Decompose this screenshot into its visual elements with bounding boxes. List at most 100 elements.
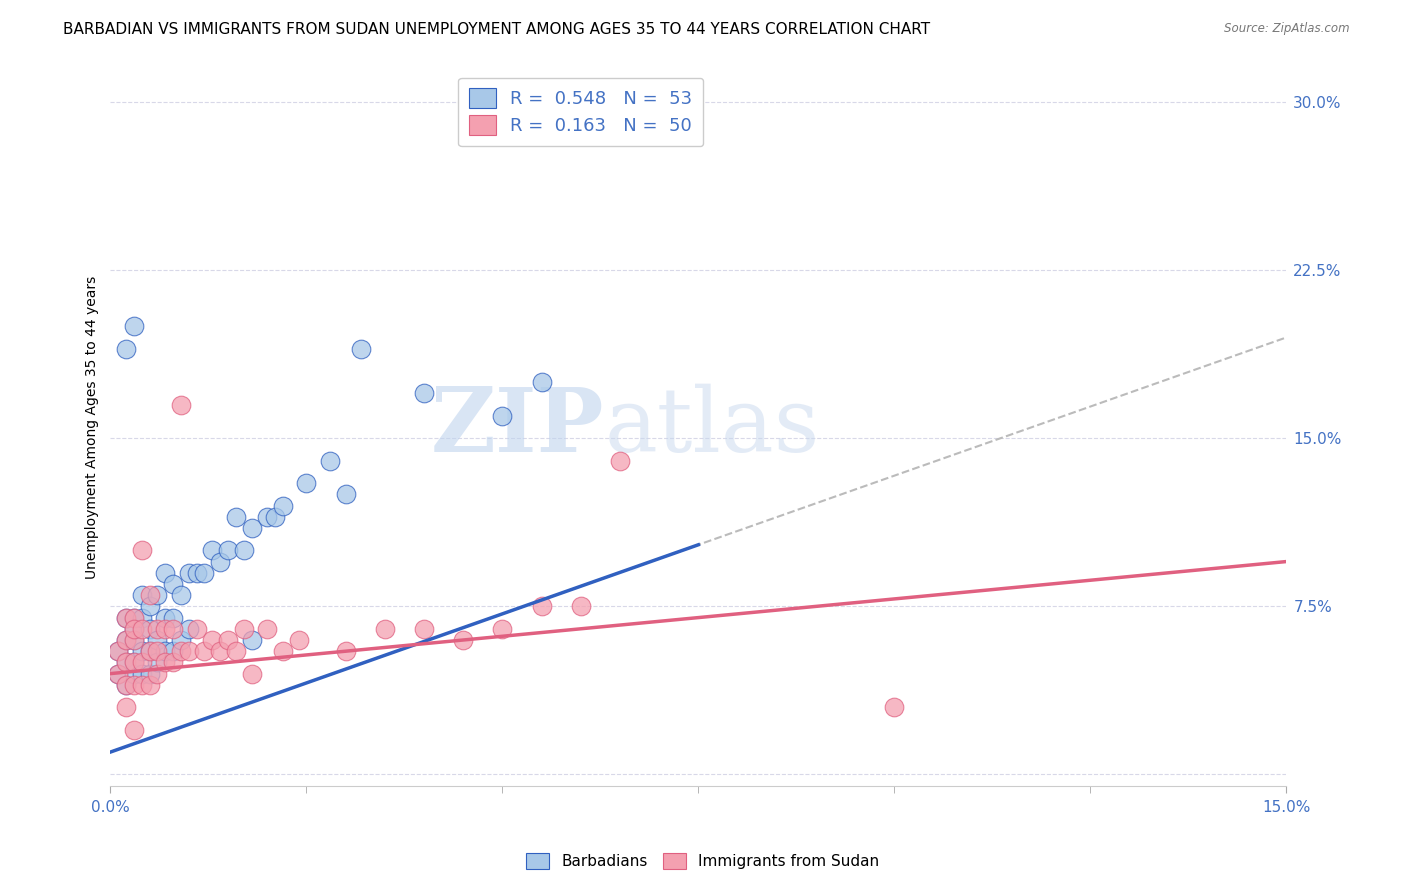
Point [122,622,145,636]
Point [155,656,177,670]
Point [193,566,215,580]
Point [609,453,631,467]
Point [271,644,294,658]
Point [131,678,153,692]
Point [170,644,193,658]
Text: Source: ZipAtlas.com: Source: ZipAtlas.com [1225,22,1350,36]
Point [335,644,357,658]
Point [131,644,153,658]
Point [264,509,287,524]
Point [138,588,160,602]
Point [146,644,169,658]
Point [138,644,160,658]
Point [131,656,153,670]
Point [138,599,160,614]
Text: BARBADIAN VS IMMIGRANTS FROM SUDAN UNEMPLOYMENT AMONG AGES 35 TO 44 YEARS CORREL: BARBADIAN VS IMMIGRANTS FROM SUDAN UNEMP… [63,22,931,37]
Point [122,622,145,636]
Point [162,610,184,624]
Point [271,499,294,513]
Point [115,678,138,692]
Point [138,666,160,681]
Point [162,622,184,636]
Point [177,566,200,580]
Point [530,599,553,614]
Point [107,644,129,658]
Point [287,632,309,647]
Point [319,453,342,467]
Point [883,700,905,714]
Point [413,622,436,636]
Point [138,622,160,636]
Point [131,588,153,602]
Point [115,656,138,670]
Point [131,543,153,558]
Point [569,599,592,614]
Point [217,632,239,647]
Point [201,543,224,558]
Point [115,700,138,714]
Point [122,666,145,681]
Point [122,656,145,670]
Legend: Barbadians, Immigrants from Sudan: Barbadians, Immigrants from Sudan [520,847,886,875]
Point [186,622,208,636]
Point [530,376,553,390]
Point [170,588,193,602]
Point [115,678,138,692]
Text: ZIP: ZIP [430,384,605,471]
Point [107,644,129,658]
Point [177,644,200,658]
Point [170,632,193,647]
Point [146,632,169,647]
Point [177,622,200,636]
Point [209,644,232,658]
Text: atlas: atlas [605,384,820,471]
Point [217,543,239,558]
Point [146,588,169,602]
Point [107,666,129,681]
Point [138,678,160,692]
Point [107,666,129,681]
Point [115,610,138,624]
Point [240,666,263,681]
Legend: R =  0.548   N =  53, R =  0.163   N =  50: R = 0.548 N = 53, R = 0.163 N = 50 [458,78,703,146]
Point [256,622,278,636]
Point [115,342,138,356]
Point [122,319,145,334]
Point [146,656,169,670]
Point [131,622,153,636]
Point [170,398,193,412]
Point [162,656,184,670]
Point [225,644,247,658]
Point [115,610,138,624]
Point [232,622,254,636]
Point [131,610,153,624]
Point [146,622,169,636]
Point [256,509,278,524]
Point [115,656,138,670]
Point [225,509,247,524]
Point [115,632,138,647]
Point [155,566,177,580]
Point [240,632,263,647]
Point [374,622,396,636]
Point [155,610,177,624]
Point [122,678,145,692]
Point [122,632,145,647]
Point [131,666,153,681]
Point [155,644,177,658]
Point [122,610,145,624]
Point [413,386,436,401]
Point [122,610,145,624]
Point [122,656,145,670]
Point [155,622,177,636]
Point [186,566,208,580]
Y-axis label: Unemployment Among Ages 35 to 44 years: Unemployment Among Ages 35 to 44 years [86,276,100,579]
Point [201,632,224,647]
Point [335,487,357,501]
Point [193,644,215,658]
Point [115,632,138,647]
Point [162,644,184,658]
Point [451,632,474,647]
Point [491,409,513,423]
Point [295,476,318,491]
